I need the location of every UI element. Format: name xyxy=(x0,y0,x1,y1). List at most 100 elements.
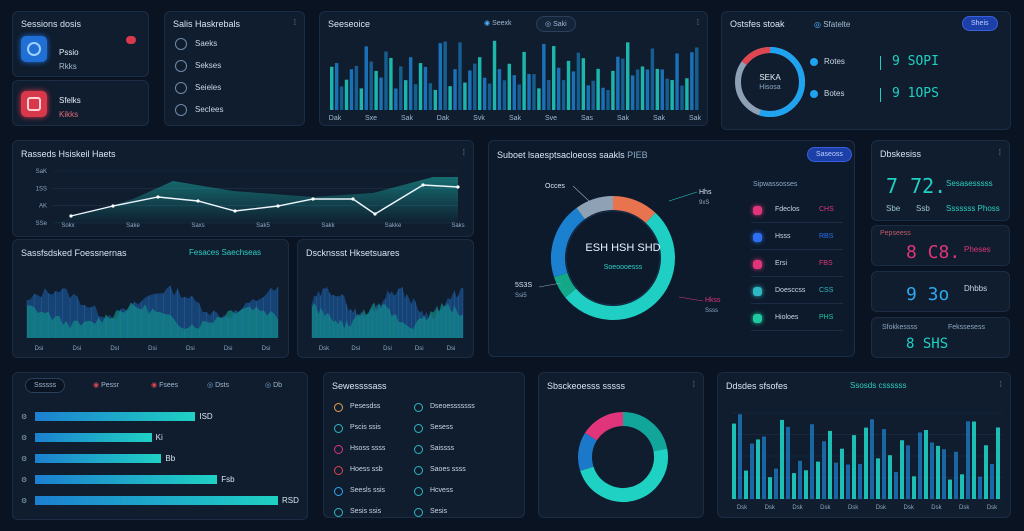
tab-0[interactable]: Ssssss xyxy=(25,378,66,393)
small-donut-chart xyxy=(578,412,668,502)
legend-row[interactable]: Fdeclos CHS xyxy=(751,202,843,223)
kpi-row-value: 9 SOPI xyxy=(892,54,939,69)
service-icon xyxy=(414,466,423,475)
service-label[interactable]: Hoess ssb xyxy=(350,466,383,473)
tab-4[interactable]: ◎ Db xyxy=(257,378,290,392)
bottom-bar xyxy=(744,470,748,499)
card-title-2: Fekssesess xyxy=(948,324,985,331)
x-tick-label: Dsk xyxy=(319,346,330,352)
header-button[interactable]: Saseoss xyxy=(807,147,852,162)
progress-row-icon: ⚙ xyxy=(21,498,28,505)
x-tick-label: Dak xyxy=(329,115,342,122)
session-bar xyxy=(502,80,507,110)
line-point xyxy=(196,199,200,203)
tab-label: Fsees xyxy=(159,382,179,389)
small-donut-panel: Sbsckeoesss sssss ⁞ xyxy=(538,372,704,518)
callout-line xyxy=(668,191,698,202)
more-icon[interactable]: ⁞ xyxy=(696,18,699,27)
legend-row[interactable]: Hsss RBS xyxy=(751,229,843,250)
user-avatar[interactable] xyxy=(21,36,47,62)
bottom-bar xyxy=(774,468,778,499)
service-label[interactable]: Dseoesssssss xyxy=(430,403,475,410)
ring-center-sub: Hisosa xyxy=(759,84,781,91)
x-tick-label: Dsi xyxy=(262,346,271,352)
legend-row[interactable]: Doesccss CSS xyxy=(751,283,843,304)
progress-value-label: Ki xyxy=(155,433,163,442)
stat-card-1: Dbskesiss ⁞ 7 72. Sesasesssss Sbe Ssb Ss… xyxy=(871,140,1010,221)
status-item-label[interactable]: Seieles xyxy=(195,83,222,92)
period-select[interactable]: ◎ Saki xyxy=(536,16,576,32)
session-bar xyxy=(359,88,364,110)
donut-segment xyxy=(576,196,614,220)
service-label[interactable]: Saissss xyxy=(430,445,455,452)
x-tick-label: Svk xyxy=(473,115,485,122)
session-bar xyxy=(576,52,581,110)
service-label[interactable]: Hsoss ssss xyxy=(350,445,386,452)
legend-item: ◎ Sfatelte xyxy=(814,20,851,29)
service-label[interactable]: Saoes ssss xyxy=(430,466,466,473)
service-icon xyxy=(414,487,423,496)
service-label[interactable]: Sesis xyxy=(430,508,448,515)
filter-toggle[interactable]: ◉ Seexk xyxy=(482,17,514,29)
y-tick-label: SSe xyxy=(36,221,48,227)
status-item-label[interactable]: Seclees xyxy=(195,105,224,114)
service-label[interactable]: Seesls ssis xyxy=(350,487,386,494)
donut-segment xyxy=(551,207,586,278)
service-label[interactable]: Sesess xyxy=(430,424,453,431)
service-label[interactable]: Pscis ssis xyxy=(350,424,381,431)
session-bar xyxy=(379,77,383,110)
x-tick-label: Dsi xyxy=(224,346,233,352)
more-icon[interactable]: ⁞ xyxy=(692,380,695,389)
session-bar xyxy=(571,71,576,110)
panel-title: Sassfsdsked Foessnernas xyxy=(21,248,127,258)
status-item-label[interactable]: Sekses xyxy=(195,61,222,70)
y-tick-label: SaK xyxy=(36,169,47,175)
more-icon[interactable]: ⁞ xyxy=(462,148,465,157)
progress-row-icon: ⚙ xyxy=(21,477,28,484)
service-label[interactable]: Sesis ssis xyxy=(350,508,382,515)
panel-title: Ddsdes sfsofes xyxy=(726,381,788,391)
tab-3[interactable]: ◎ Dsts xyxy=(199,378,237,392)
session-bar xyxy=(621,58,625,110)
session-bar xyxy=(611,70,615,110)
bottom-bar xyxy=(840,448,844,499)
bottom-bar xyxy=(930,442,934,499)
more-icon[interactable]: ⁞ xyxy=(999,380,1002,389)
header-button[interactable]: Sheis xyxy=(962,16,998,31)
more-icon[interactable]: ⁞ xyxy=(998,148,1001,157)
session-bar xyxy=(478,57,482,110)
session-bar xyxy=(339,86,344,110)
kpi-row-value: 9 1OPS xyxy=(892,86,939,101)
bottom-bar xyxy=(732,423,736,499)
x-tick-label: Saxs xyxy=(191,223,204,229)
donut-callout: Occes xyxy=(545,183,565,190)
x-tick-label: Dsi xyxy=(35,346,44,352)
legend-row[interactable]: Ersi FBS xyxy=(751,256,843,277)
session-bar xyxy=(596,68,600,110)
service-label[interactable]: Pesesdss xyxy=(350,403,381,410)
session-bar xyxy=(616,56,620,110)
legend-row[interactable]: Hioloes PHS xyxy=(751,310,843,331)
session-bar xyxy=(552,46,556,110)
x-tick-label: Dsk xyxy=(987,505,998,511)
bottom-bar xyxy=(756,439,760,499)
progress-value-label: Bb xyxy=(165,454,176,463)
x-tick-label: Dsl xyxy=(110,346,119,352)
legend-value: CSS xyxy=(819,287,834,294)
x-tick-label: Dsi xyxy=(447,346,456,352)
tab-label: Db xyxy=(273,382,283,389)
panel-title: Sewessssass xyxy=(332,381,387,391)
panel-title: Suboet lsaesptsacloeoss saakls PIEB xyxy=(497,150,648,160)
services-panel: Sewessssass Pesesdss Pscis ssis Hsoss ssss… xyxy=(323,372,525,518)
x-tick-label: Dsi xyxy=(351,346,360,352)
small-donut-segment xyxy=(580,448,668,502)
status-item-label[interactable]: Saeks xyxy=(195,39,218,48)
more-icon[interactable]: ⁞ xyxy=(293,18,296,27)
legend-value: PHS xyxy=(819,314,834,321)
y-tick-label: AK xyxy=(39,204,47,210)
user-avatar-alt[interactable] xyxy=(21,91,47,117)
profile-panel: Sessions dosis Pssio Rkks xyxy=(12,11,149,77)
tab-2[interactable]: ◉ Fsees xyxy=(143,378,186,392)
service-label[interactable]: Hcvess xyxy=(430,487,453,494)
tab-1[interactable]: ◉ Pessr xyxy=(85,378,127,392)
